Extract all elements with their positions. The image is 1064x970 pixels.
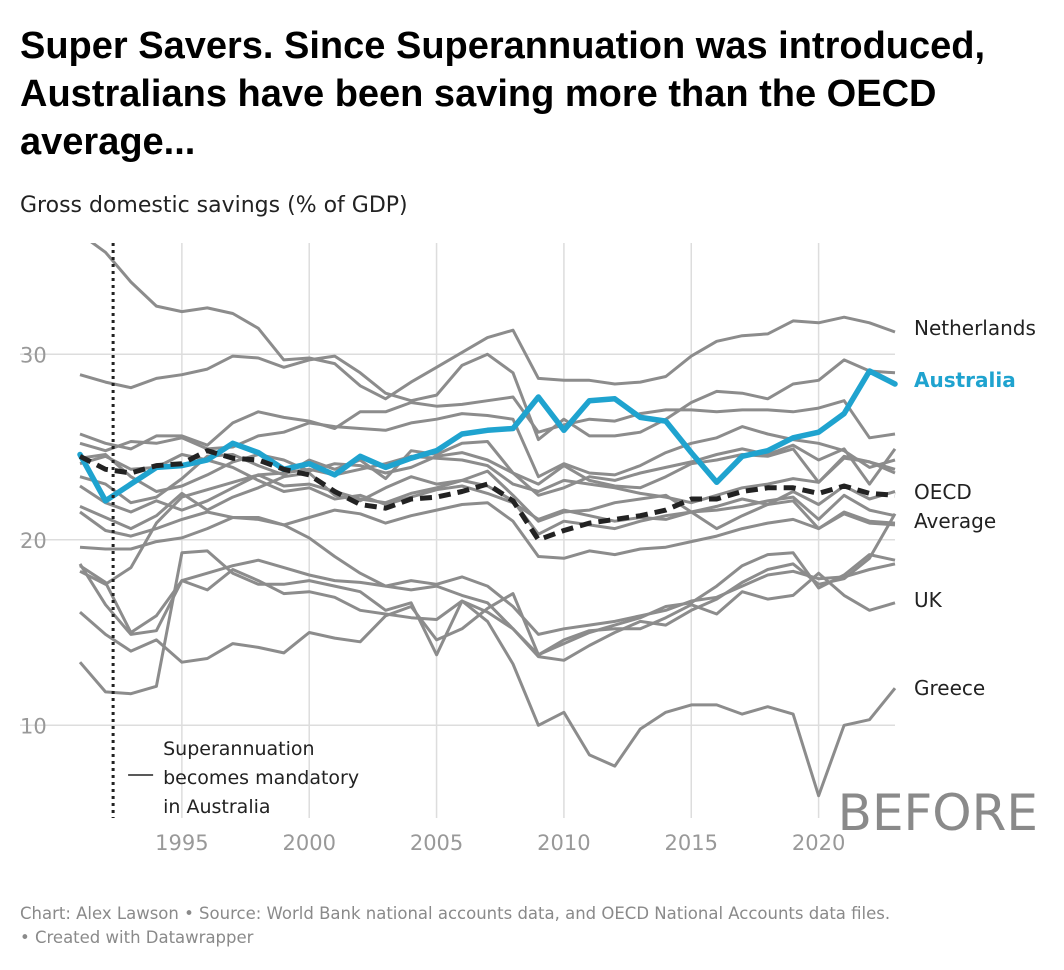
x-tick-label: 2000 xyxy=(282,831,335,855)
chart-footer: Chart: Alex Lawson • Source: World Bank … xyxy=(20,902,1060,950)
label-netherlands: Netherlands xyxy=(914,316,1036,340)
highlight-lines xyxy=(77,368,898,543)
line-oecd-average xyxy=(78,448,896,543)
x-tick-label: 1995 xyxy=(155,831,208,855)
x-tick-label: 2005 xyxy=(410,831,463,855)
footer-credit: Chart: Alex Lawson • Source: World Bank … xyxy=(20,904,891,923)
line-uk xyxy=(79,564,896,657)
country-line xyxy=(79,454,896,586)
y-tick-label: 10 xyxy=(20,714,47,738)
line-greece xyxy=(78,549,897,798)
country-line xyxy=(79,395,896,451)
country-line xyxy=(79,501,896,560)
annotation-line: in Australia xyxy=(163,796,270,818)
chart-subtitle: Gross domestic savings (% of GDP) xyxy=(20,193,408,218)
country-line xyxy=(79,412,896,479)
annotation-line: Superannuation xyxy=(163,738,314,760)
other-country-lines xyxy=(78,352,897,664)
annotation-line: becomes mandatory xyxy=(163,767,359,789)
x-tick-label: 2020 xyxy=(792,831,845,855)
annotation-text: Superannuation becomes mandatory in Austra… xyxy=(163,738,359,818)
series-labels: Netherlands Australia OECD Average UK Greece xyxy=(914,316,1036,700)
labeled-country-lines xyxy=(78,243,897,798)
label-uk: UK xyxy=(914,588,943,612)
y-tick-label: 30 xyxy=(20,343,47,367)
x-axis-ticks: 1995 2000 2005 2010 2015 2020 xyxy=(155,831,845,855)
country-line xyxy=(79,516,896,636)
x-tick-label: 2010 xyxy=(537,831,590,855)
chart-title: Super Savers. Since Superannuation was i… xyxy=(20,25,986,163)
line-chart: 10 20 30 1995 2000 2005 2010 2015 2020 Superann… xyxy=(20,243,1038,855)
country-line xyxy=(79,352,896,442)
before-watermark: BEFORE xyxy=(838,784,1038,842)
country-line xyxy=(78,513,897,662)
country-line xyxy=(79,469,896,531)
country-line xyxy=(79,551,896,664)
footer-tool: • Created with Datawrapper xyxy=(20,928,254,947)
label-greece: Greece xyxy=(914,676,985,700)
label-oecd-average: OECD Average xyxy=(914,480,996,533)
y-tick-label: 20 xyxy=(20,529,47,553)
y-axis-ticks: 10 20 30 xyxy=(20,343,47,738)
x-tick-label: 2015 xyxy=(665,831,718,855)
line-netherlands xyxy=(90,243,896,401)
label-australia: Australia xyxy=(914,368,1016,392)
